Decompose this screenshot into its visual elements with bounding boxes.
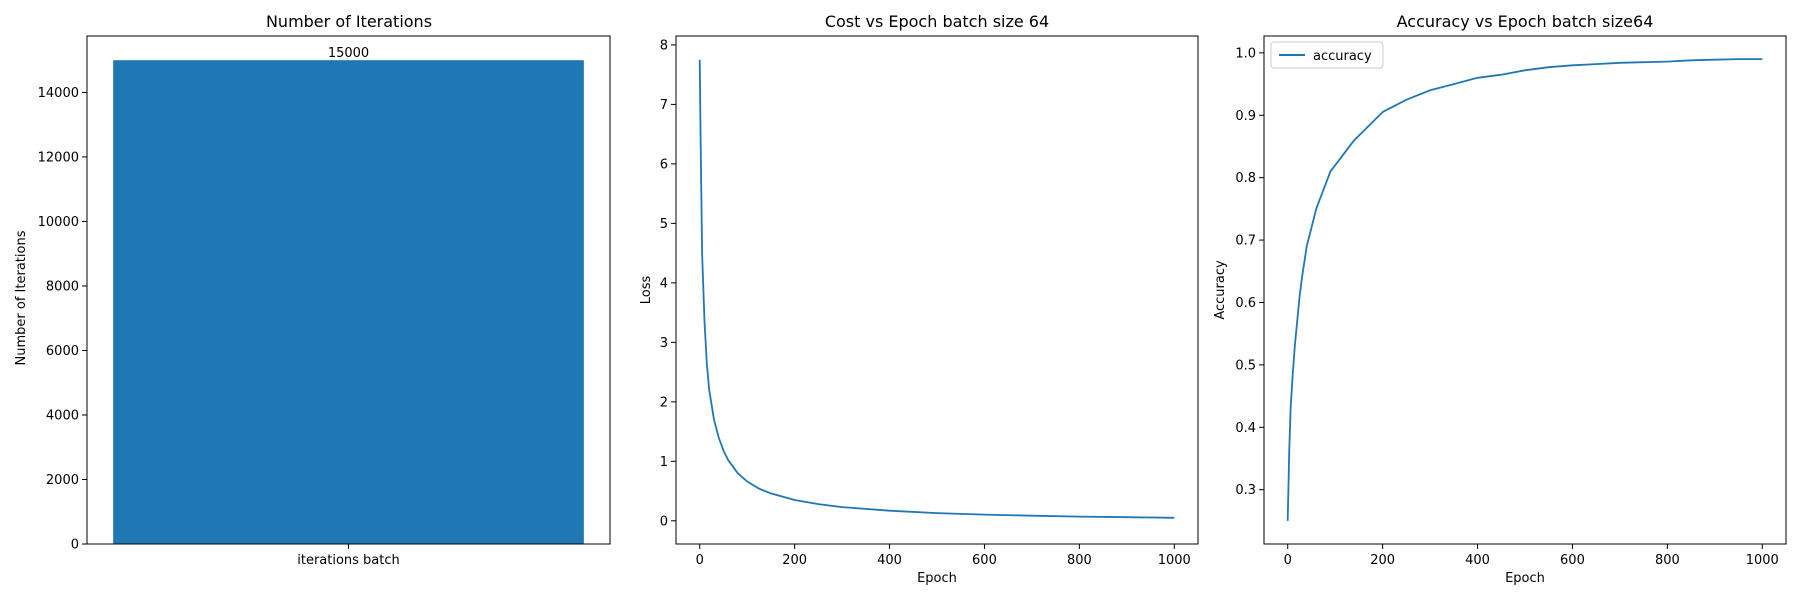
axes-frame	[1263, 35, 1787, 545]
x-tick-label: 200	[1370, 553, 1395, 568]
x-tick-label: iterations batch	[297, 553, 400, 568]
y-tick-label: 4	[660, 276, 668, 291]
y-tick-label: 2000	[46, 473, 79, 488]
x-tick-label: 400	[1465, 553, 1490, 568]
y-tick-label: 0.7	[1235, 234, 1256, 249]
x-axis-label: Epoch	[1505, 571, 1545, 586]
series-line	[698, 59, 1175, 519]
y-tick-label: 1.0	[1235, 46, 1256, 61]
y-tick-label: 0.6	[1235, 296, 1256, 311]
x-tick-label: 0	[1284, 553, 1292, 568]
chart-title: Accuracy vs Epoch batch size64	[1397, 12, 1654, 31]
x-tick-label: 600	[1560, 553, 1585, 568]
x-tick-label: 800	[1655, 553, 1680, 568]
x-tick-label: 400	[877, 553, 902, 568]
y-tick-label: 1	[660, 455, 668, 470]
cost-line-chart: Cost vs Epoch batch size 64 Loss Epoch 0…	[639, 12, 1199, 586]
y-tick-label: 2	[660, 395, 668, 410]
y-axis-label: Accuracy	[1213, 260, 1228, 320]
y-tick-label: 8	[660, 38, 668, 53]
bar-plot-area	[113, 60, 584, 544]
y-tick-label: 6	[660, 157, 668, 172]
y-tick-label: 0.9	[1235, 109, 1256, 124]
accuracy-line-chart: Accuracy vs Epoch batch size64 Accuracy …	[1213, 12, 1787, 586]
y-tick-label: 0	[660, 514, 668, 529]
y-tick-label: 12000	[38, 150, 79, 165]
legend-label: accuracy	[1313, 49, 1372, 64]
y-tick-label: 4000	[46, 408, 79, 423]
accuracy-plot-area	[1286, 58, 1763, 521]
x-axis-label: Epoch	[917, 571, 957, 586]
x-tick-label: 800	[1067, 553, 1092, 568]
legend: accuracy	[1270, 41, 1384, 69]
y-tick-label: 0.5	[1235, 358, 1256, 373]
x-tick-label: 1000	[1746, 553, 1779, 568]
x-tick-label: 200	[782, 553, 807, 568]
y-tick-label: 0	[71, 538, 79, 553]
iterations-bar-chart: Number of Iterations Number of Iteration…	[14, 12, 611, 568]
y-tick-label: 5	[660, 217, 668, 232]
y-axis-label: Loss	[639, 276, 654, 305]
chart-title: Cost vs Epoch batch size 64	[825, 12, 1049, 31]
bar-data-label: 15000	[328, 46, 369, 61]
series-line	[1286, 58, 1763, 521]
axes-frame	[675, 35, 1199, 545]
y-tick-label: 6000	[46, 344, 79, 359]
x-tick-label: 1000	[1158, 553, 1191, 568]
y-tick-label: 10000	[38, 215, 79, 230]
y-tick-label: 14000	[38, 86, 79, 101]
legend-box	[1270, 41, 1384, 69]
y-tick-label: 8000	[46, 279, 79, 294]
chart-title: Number of Iterations	[266, 12, 432, 31]
loss-plot-area	[698, 59, 1175, 519]
x-tick-label: 0	[696, 553, 704, 568]
y-tick-label: 3	[660, 336, 668, 351]
y-tick-label: 0.3	[1235, 483, 1256, 498]
y-tick-label: 0.4	[1235, 421, 1256, 436]
bar	[113, 60, 584, 544]
x-tick-label: 600	[972, 553, 997, 568]
y-axis-label: Number of Iterations	[14, 230, 29, 365]
y-tick-label: 7	[660, 98, 668, 113]
y-tick-label: 0.8	[1235, 171, 1256, 186]
